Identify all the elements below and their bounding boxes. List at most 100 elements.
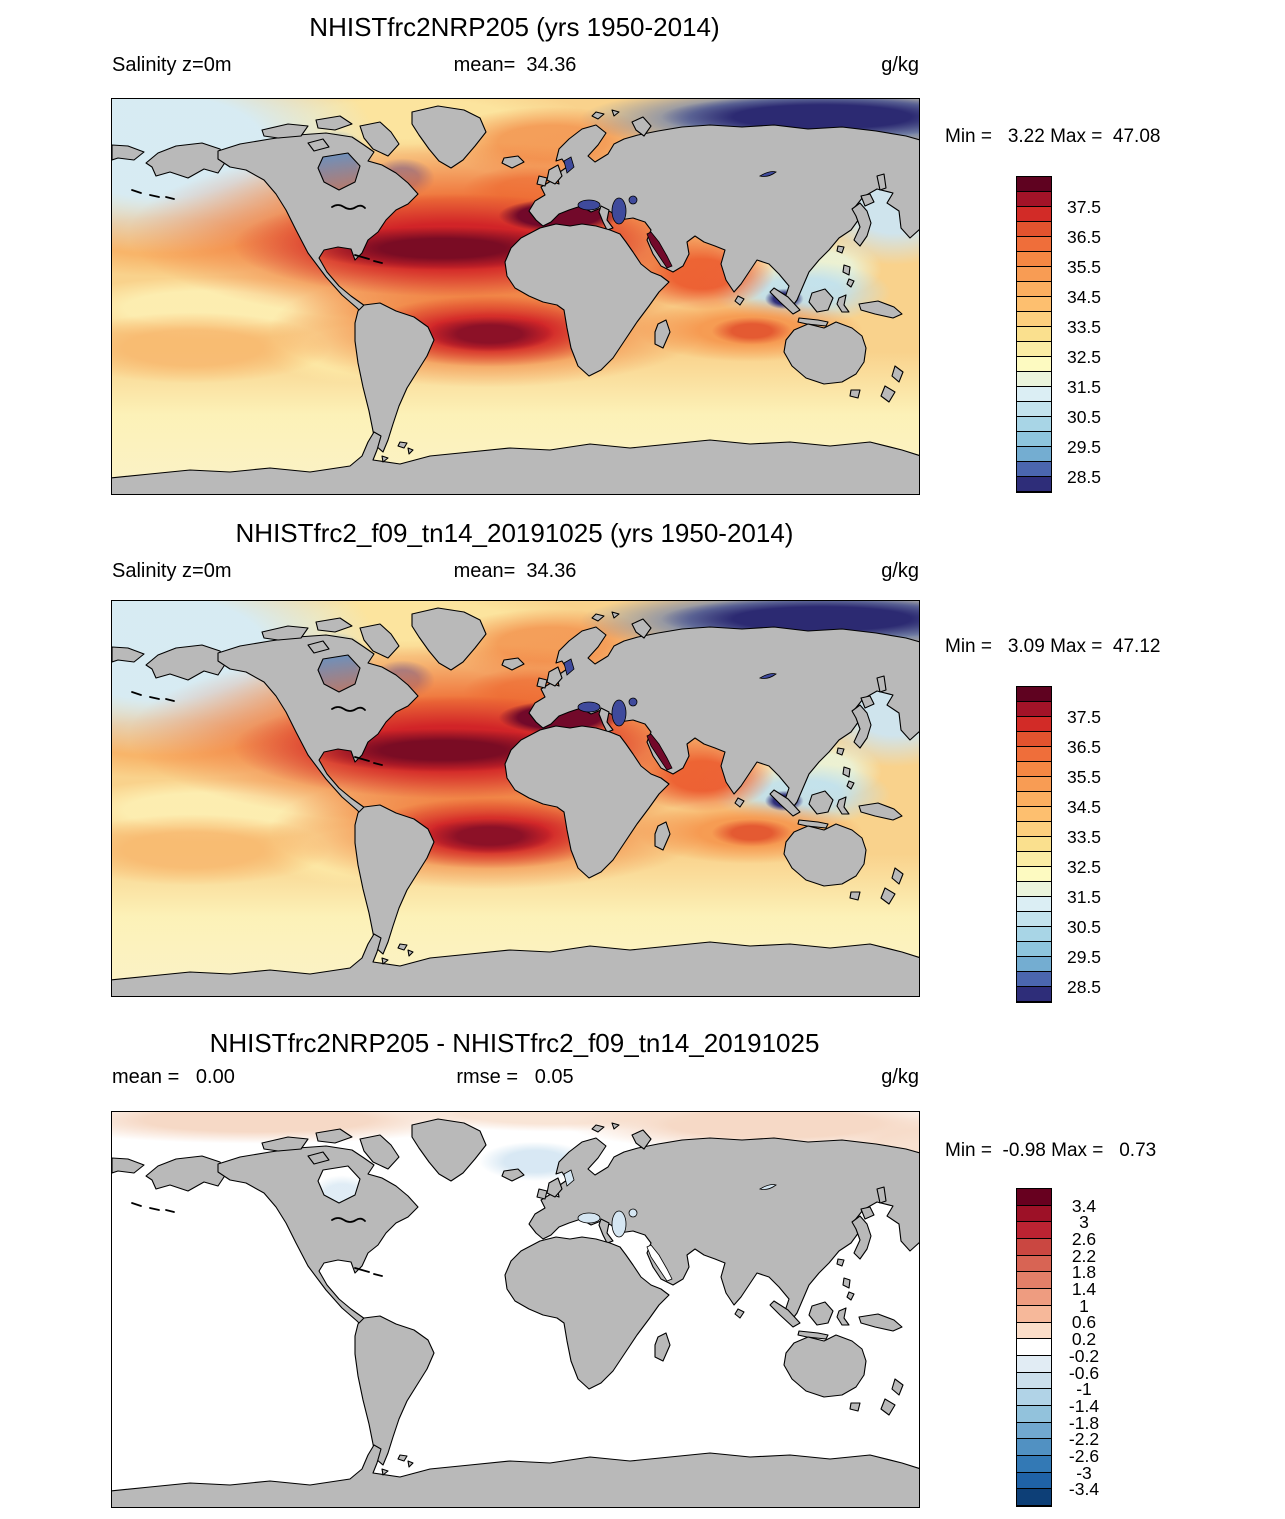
colorbar-segment xyxy=(1017,207,1051,222)
colorbar-segment xyxy=(1017,942,1051,957)
colorbar-tick-label: 29.5 xyxy=(1066,947,1102,967)
colorbar-tick-label: 28.5 xyxy=(1066,467,1102,487)
world-map-svg xyxy=(112,607,919,996)
colorbar-segment xyxy=(1017,882,1051,897)
colorbar-tick-label: 30.5 xyxy=(1066,407,1102,427)
colorbar-segment xyxy=(1017,972,1051,987)
colorbar-tick-label: 30.5 xyxy=(1066,917,1102,937)
colorbar-segment xyxy=(1017,462,1051,477)
colorbar-tick-label: 1 xyxy=(1079,1295,1089,1316)
colorbar-tick-label: 35.5 xyxy=(1066,257,1102,277)
colorbar-tick-label: 3 xyxy=(1079,1212,1089,1233)
colorbar-segment xyxy=(1017,1322,1051,1340)
colorbar-segment xyxy=(1017,282,1051,297)
colorbar-tick-label: 32.5 xyxy=(1066,857,1102,877)
colorbar-segment xyxy=(1017,717,1051,732)
colorbar-segment xyxy=(1017,192,1051,207)
colorbar-tick-label: -0.2 xyxy=(1068,1345,1100,1366)
panel-1-units-label: g/kg xyxy=(881,54,919,76)
colorbar-tick-label: -1.4 xyxy=(1068,1395,1100,1416)
colorbar-segment xyxy=(1017,1255,1051,1273)
panel-1-minmax: Min = 3.22 Max = 47.08 xyxy=(945,126,1161,147)
colorbar-segment xyxy=(1017,1439,1051,1456)
panel-2-title: NHISTfrc2_f09_tn14_20191025 (yrs 1950-20… xyxy=(235,518,794,548)
colorbar-segment xyxy=(1017,702,1051,717)
colorbar-segment xyxy=(1017,1372,1051,1390)
colorbar-segment xyxy=(1017,792,1051,807)
colorbar-segment xyxy=(1017,342,1051,357)
colorbar-segment xyxy=(1017,432,1051,447)
colorbar-segment xyxy=(1017,387,1051,402)
colorbar-tick-label: -2.2 xyxy=(1068,1429,1100,1450)
colorbar-salinity-1: 37.5 36.5 35.5 34.5 33.5 32.5 31.5 30.5 29.5 28.5 xyxy=(1016,176,1101,493)
colorbar-segment xyxy=(1017,987,1051,1002)
colorbar-tick-label: -1 xyxy=(1076,1379,1092,1400)
colorbar-tick-label: 32.5 xyxy=(1066,347,1102,367)
panel-1-title: NHISTfrc2NRP205 (yrs 1950-2014) xyxy=(309,12,720,42)
colorbar-segment xyxy=(1017,747,1051,762)
colorbar-segment xyxy=(1017,1456,1051,1473)
colorbar-segment xyxy=(1017,777,1051,792)
colorbar-tick-label: 2.2 xyxy=(1071,1245,1097,1266)
colorbar-segment xyxy=(1017,1289,1051,1306)
colorbar-difference: 3.4 3 2.6 2.2 1.8 1.4 1 0.6 0.2 -0.2 -0.6 -1 -1.4 -1.… xyxy=(1016,1188,1099,1507)
colorbar-salinity-2: 37.5 36.5 35.5 34.5 33.5 32.5 31.5 30.5 29.5 28.5 xyxy=(1016,686,1101,1003)
panel-3-units-label: g/kg xyxy=(881,1066,919,1088)
colorbar-segment xyxy=(1017,837,1051,852)
colorbar-segment xyxy=(1017,327,1051,342)
map-salinity-case2 xyxy=(111,600,920,997)
colorbar-segment xyxy=(1017,417,1051,432)
colorbar-segment xyxy=(1017,222,1051,237)
colorbar-segment xyxy=(1017,1389,1051,1406)
colorbar-tick-label: 1.4 xyxy=(1071,1279,1097,1300)
colorbar-tick-label: 36.5 xyxy=(1066,227,1102,247)
colorbar-tick-label: 0.2 xyxy=(1071,1329,1097,1350)
panel-2-mean-label: mean= 34.36 xyxy=(453,560,577,582)
colorbar-segment xyxy=(1017,1489,1051,1507)
panel-1-mean-label: mean= 34.36 xyxy=(453,54,577,76)
colorbar-segment xyxy=(1017,762,1051,777)
colorbar-tick-label: 35.5 xyxy=(1066,767,1102,787)
colorbar-tick-label: 3.4 xyxy=(1071,1195,1097,1216)
colorbar-segment xyxy=(1017,1222,1051,1240)
colorbar-segment xyxy=(1017,177,1051,192)
colorbar-segment xyxy=(1017,1355,1051,1373)
colorbar-tick-label: -2.6 xyxy=(1068,1445,1100,1466)
map-salinity-difference xyxy=(111,1111,920,1508)
colorbar-segment xyxy=(1017,447,1051,462)
colorbar-tick-label: 37.5 xyxy=(1066,197,1102,217)
colorbar-segment xyxy=(1017,1272,1051,1290)
panel-2-field-label: Salinity z=0m xyxy=(112,560,232,582)
colorbar-segment xyxy=(1017,1405,1051,1423)
colorbar-segment xyxy=(1017,477,1051,492)
colorbar-segment xyxy=(1017,1305,1051,1323)
colorbar-segment xyxy=(1017,237,1051,252)
colorbar-tick-label: 37.5 xyxy=(1066,707,1102,727)
panel-2-minmax: Min = 3.09 Max = 47.12 xyxy=(945,636,1161,657)
colorbar-segment xyxy=(1017,912,1051,927)
colorbar-segment xyxy=(1017,357,1051,372)
colorbar-segment xyxy=(1017,897,1051,912)
colorbar-segment xyxy=(1017,852,1051,867)
colorbar-segment xyxy=(1017,1239,1051,1256)
colorbar-tick-label: 34.5 xyxy=(1066,797,1102,817)
colorbar-tick-label: 31.5 xyxy=(1066,887,1102,907)
world-map-svg xyxy=(112,105,919,494)
colorbar-tick-label: 36.5 xyxy=(1066,737,1102,757)
colorbar-segment xyxy=(1017,807,1051,822)
colorbar-tick-label: 2.6 xyxy=(1071,1229,1097,1250)
colorbar-segment xyxy=(1017,312,1051,327)
panel-3-rmse-label: rmse = 0.05 xyxy=(456,1066,574,1088)
colorbar-segment xyxy=(1017,402,1051,417)
panel-3-minmax: Min = -0.98 Max = 0.73 xyxy=(945,1140,1157,1161)
panel-3-mean-label: mean = 0.00 xyxy=(112,1066,235,1088)
colorbar-segment xyxy=(1017,252,1051,267)
colorbar-segment xyxy=(1017,372,1051,387)
panel-2-units-label: g/kg xyxy=(881,560,919,582)
colorbar-tick-label: 0.6 xyxy=(1071,1312,1097,1333)
colorbar-segment xyxy=(1017,1205,1051,1223)
colorbar-tick-label: 31.5 xyxy=(1066,377,1102,397)
colorbar-tick-label: 1.8 xyxy=(1071,1262,1097,1283)
colorbar-segment xyxy=(1017,957,1051,972)
